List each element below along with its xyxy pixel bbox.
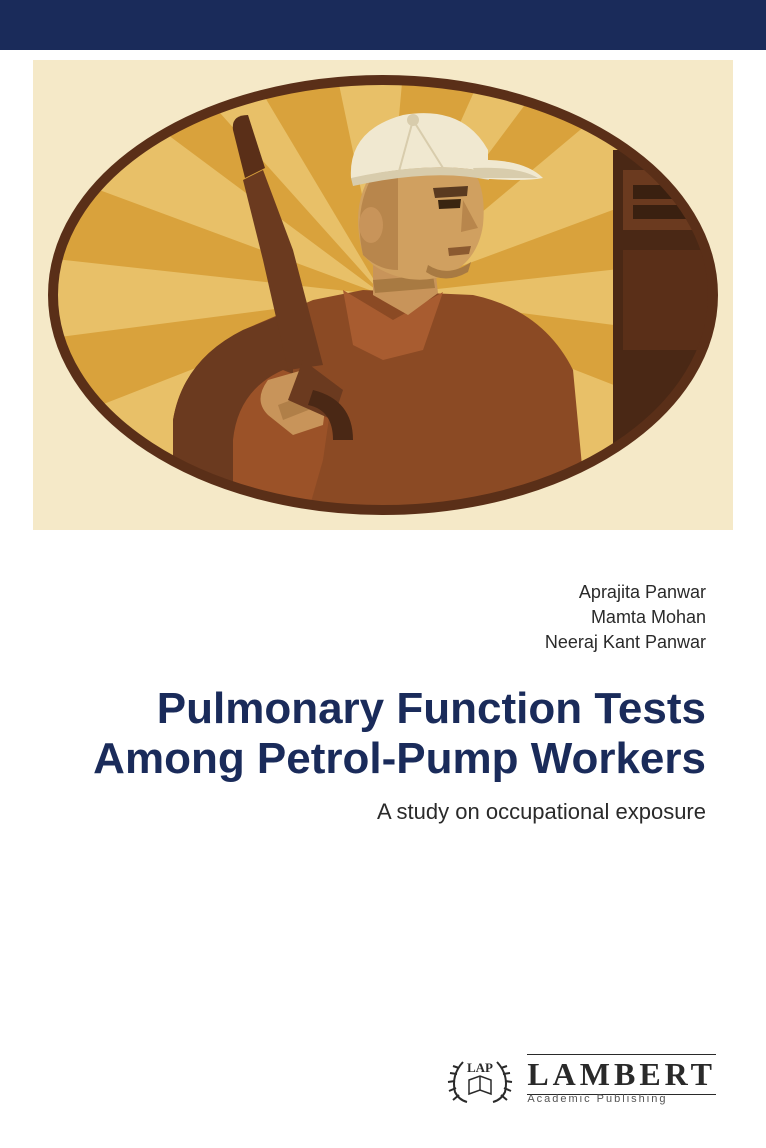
publisher-text: LAMBERT Academic Publishing [527, 1054, 716, 1105]
cover-illustration-container [0, 50, 766, 540]
title-block: Pulmonary Function Tests Among Petrol-Pu… [0, 656, 766, 825]
author-3: Neeraj Kant Panwar [0, 630, 706, 655]
author-2: Mamta Mohan [0, 605, 706, 630]
logo-text: LAP [467, 1060, 493, 1075]
publisher-block: LAP LAMBERT Academic Publishing [445, 1050, 716, 1108]
worker-illustration [33, 60, 733, 530]
publisher-logo-icon: LAP [445, 1050, 515, 1108]
book-title: Pulmonary Function Tests Among Petrol-Pu… [60, 684, 706, 785]
author-1: Aprajita Panwar [0, 580, 706, 605]
publisher-brand: LAMBERT [527, 1056, 716, 1093]
book-subtitle: A study on occupational exposure [60, 799, 706, 825]
top-navy-bar [0, 0, 766, 50]
authors-block: Aprajita Panwar Mamta Mohan Neeraj Kant … [0, 540, 766, 656]
